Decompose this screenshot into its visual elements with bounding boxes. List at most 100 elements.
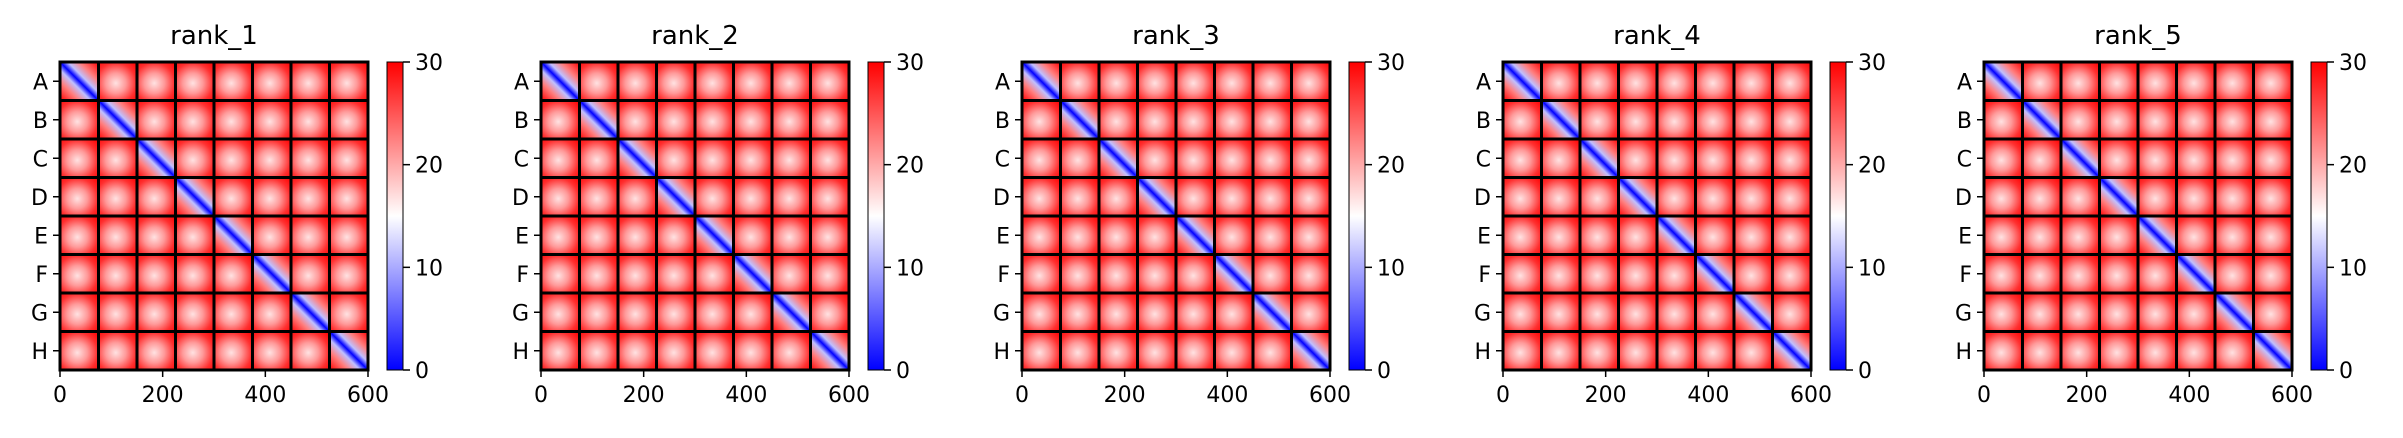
row-label: D xyxy=(31,186,48,211)
heatmap-block xyxy=(1097,253,1139,295)
heatmap-block xyxy=(1136,291,1178,333)
heatmap-block-diagonal xyxy=(1732,291,1774,333)
heatmap-block xyxy=(1982,176,2024,218)
heatmap-block xyxy=(1290,253,1332,295)
row-label: C xyxy=(33,147,48,172)
heatmap-block xyxy=(1655,330,1697,372)
colorbar-tick-label: 10 xyxy=(2339,256,2367,281)
row-label: C xyxy=(995,147,1010,172)
chart-title: rank_3 xyxy=(1132,21,1220,51)
colorbar-tick-label: 0 xyxy=(1377,359,1391,384)
heatmap-block xyxy=(1020,176,1062,218)
heatmap-block xyxy=(1732,176,1774,218)
colorbar xyxy=(867,61,885,371)
heatmap-block xyxy=(2175,176,2217,218)
heatmap-block xyxy=(2059,176,2101,218)
heatmap-block-diagonal xyxy=(809,330,851,372)
heatmap-block xyxy=(1540,214,1582,256)
heatmap-block xyxy=(1617,253,1659,295)
heatmap-block xyxy=(2213,176,2255,218)
heatmap-block xyxy=(2136,253,2178,295)
heatmap-block xyxy=(732,99,774,141)
heatmap-block xyxy=(1732,214,1774,256)
heatmap-block xyxy=(693,60,735,102)
heatmap-block xyxy=(289,60,331,102)
heatmap-block xyxy=(539,214,581,256)
heatmap-block xyxy=(1020,330,1062,372)
x-tick-label: 200 xyxy=(1104,383,1146,408)
heatmap-block-diagonal xyxy=(732,253,774,295)
row-label: F xyxy=(997,263,1010,288)
heatmap-block xyxy=(289,176,331,218)
heatmap-block xyxy=(2175,60,2217,102)
heatmap-block xyxy=(1655,60,1697,102)
heatmap-block xyxy=(693,253,735,295)
colorbar-tick-label: 0 xyxy=(896,359,910,384)
heatmap-block xyxy=(1059,330,1101,372)
heatmap-block xyxy=(1617,137,1659,179)
heatmap-block xyxy=(2059,99,2101,141)
heatmap-block-diagonal xyxy=(539,60,581,102)
heatmap-block xyxy=(1771,137,1813,179)
heatmap-block xyxy=(616,99,658,141)
heatmap-block xyxy=(1020,253,1062,295)
heatmap-block xyxy=(1540,253,1582,295)
heatmap-block xyxy=(1290,214,1332,256)
x-tick-label: 0 xyxy=(1496,383,1510,408)
heatmap-block-diagonal xyxy=(1694,253,1736,295)
heatmap-block xyxy=(578,330,620,372)
heatmap-block xyxy=(809,60,851,102)
heatmap-block xyxy=(2175,330,2217,372)
heatmap-block xyxy=(1136,137,1178,179)
heatmap-block xyxy=(2059,291,2101,333)
heatmap-block xyxy=(289,99,331,141)
heatmap-block xyxy=(212,99,254,141)
heatmap-block xyxy=(616,253,658,295)
heatmap-block xyxy=(539,176,581,218)
heatmap-block xyxy=(2136,176,2178,218)
heatmap-block xyxy=(212,176,254,218)
heatmap-block xyxy=(1174,330,1216,372)
colorbar xyxy=(1348,61,1366,371)
heatmap-block xyxy=(1251,214,1293,256)
x-tick-label: 600 xyxy=(1790,383,1832,408)
heatmap-block xyxy=(655,253,697,295)
heatmap-block xyxy=(1540,176,1582,218)
row-label: D xyxy=(993,186,1010,211)
heatmap-block xyxy=(1540,137,1582,179)
heatmap-block xyxy=(539,99,581,141)
heatmap-block xyxy=(1732,253,1774,295)
heatmap-block xyxy=(1501,137,1543,179)
heatmap-block xyxy=(1251,330,1293,372)
x-tick-label: 600 xyxy=(2271,383,2313,408)
heatmap-block xyxy=(2175,99,2217,141)
heatmap-block xyxy=(1213,214,1255,256)
heatmap-block xyxy=(2098,99,2140,141)
heatmap-block xyxy=(2175,214,2217,256)
heatmap-block xyxy=(1771,253,1813,295)
heatmap-block xyxy=(693,330,735,372)
row-label: G xyxy=(1955,301,1972,326)
x-tick-label: 600 xyxy=(1309,383,1351,408)
heatmap-block-diagonal xyxy=(693,214,735,256)
heatmap-block xyxy=(1694,137,1736,179)
heatmap-block xyxy=(97,253,139,295)
heatmap-block-diagonal xyxy=(58,60,100,102)
row-label: E xyxy=(1477,224,1491,249)
heatmap-block-diagonal xyxy=(174,176,216,218)
heatmap-block xyxy=(1213,99,1255,141)
heatmap-block xyxy=(2021,176,2063,218)
heatmap-block xyxy=(1771,214,1813,256)
heatmap-block-diagonal xyxy=(328,330,370,372)
row-label: C xyxy=(1957,147,1972,172)
heatmap-block xyxy=(58,176,100,218)
heatmap-block xyxy=(2175,137,2217,179)
heatmap-block-diagonal xyxy=(578,99,620,141)
heatmap-block xyxy=(2252,99,2294,141)
heatmap-block xyxy=(809,291,851,333)
heatmap-block xyxy=(1251,253,1293,295)
heatmap-block xyxy=(328,99,370,141)
heatmap-block xyxy=(58,99,100,141)
x-tick-label: 600 xyxy=(347,383,389,408)
